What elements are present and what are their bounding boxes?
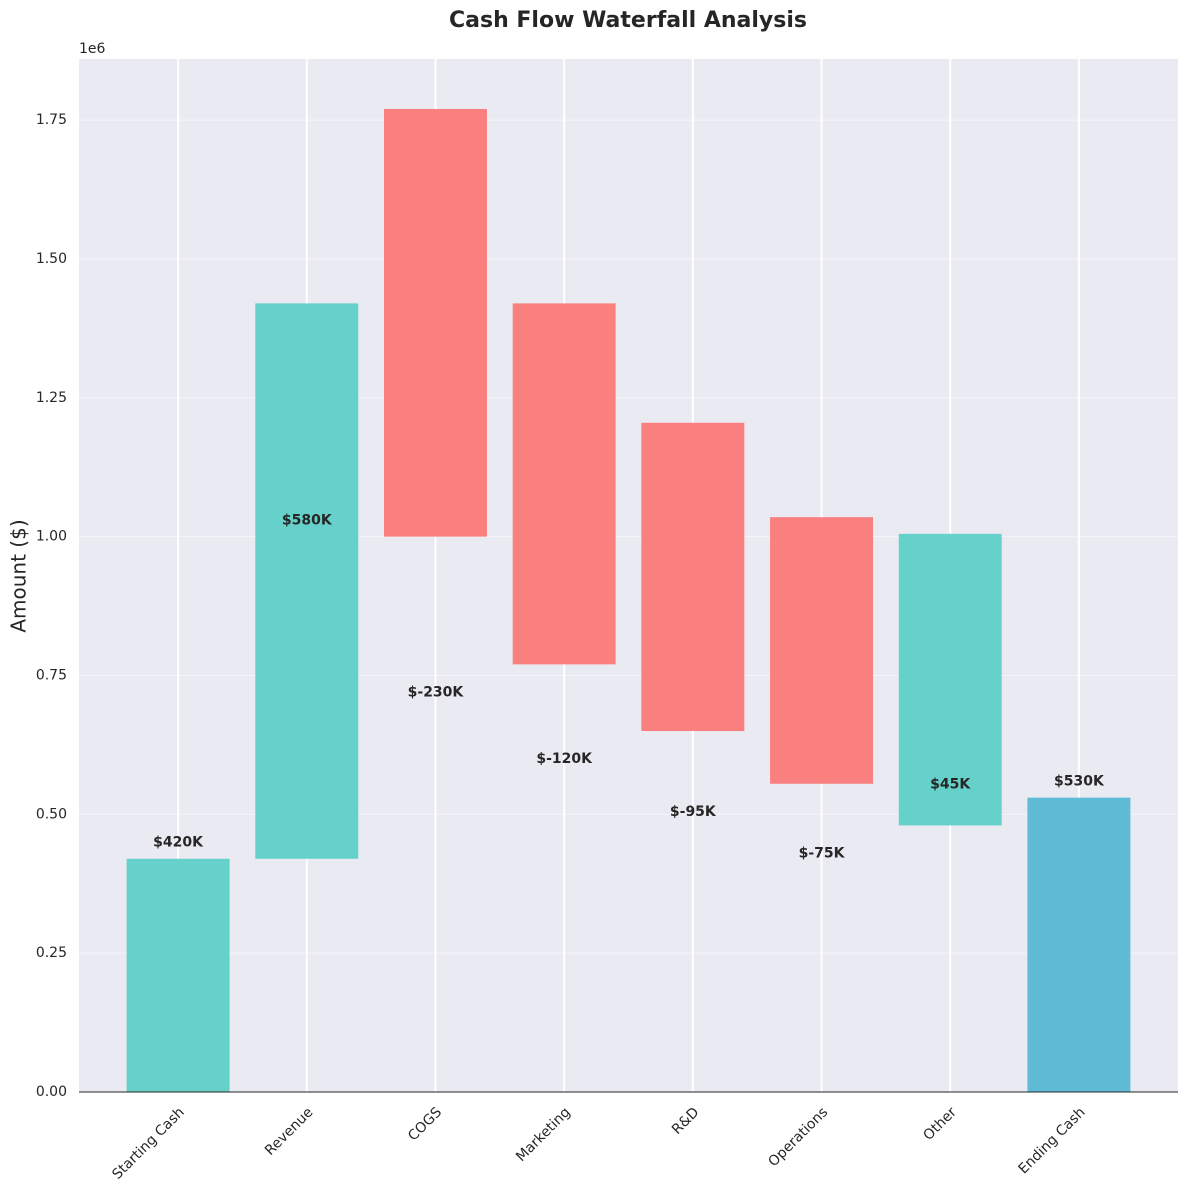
x-tick-label: Marketing (513, 1104, 574, 1165)
data-label: $-230K (408, 684, 465, 700)
bar (898, 533, 1002, 826)
plot-area (79, 59, 1178, 1092)
data-label: $45K (930, 776, 971, 792)
y-tick-label: 0.25 (36, 945, 67, 961)
data-label: $580K (282, 513, 333, 529)
x-tick-label: COGS (405, 1104, 445, 1144)
bar (770, 517, 874, 784)
x-tick-label: Operations (765, 1104, 831, 1170)
x-tick-label: Ending Cash (1016, 1104, 1089, 1177)
bar (641, 422, 745, 732)
chart-title: Cash Flow Waterfall Analysis (449, 8, 807, 33)
y-tick-label: 1.00 (36, 529, 67, 545)
data-label: $530K (1054, 774, 1105, 790)
y-tick-label: 0.50 (36, 806, 67, 822)
data-label: $-95K (670, 804, 717, 820)
y-axis-label: Amount ($) (7, 519, 31, 632)
x-tick-label: Starting Cash (109, 1104, 187, 1182)
bar (1027, 797, 1131, 1092)
bar (383, 108, 487, 537)
bar (126, 858, 230, 1092)
x-tick-label: Other (920, 1104, 960, 1144)
y-tick-label: 0.00 (36, 1084, 67, 1100)
data-label: $-120K (536, 751, 593, 767)
x-tick-label: R&D (669, 1104, 703, 1138)
y-tick-label: 1.25 (36, 390, 67, 406)
axis-offset: 1e6 (79, 41, 106, 57)
y-tick-label: 0.75 (36, 667, 67, 683)
bar (255, 303, 359, 859)
y-tick-label: 1.50 (36, 251, 67, 267)
data-label: $420K (153, 835, 204, 851)
x-tick-label: Revenue (262, 1104, 316, 1158)
bar (512, 303, 616, 665)
data-label: $-75K (799, 845, 846, 861)
y-tick-label: 1.75 (36, 112, 67, 128)
